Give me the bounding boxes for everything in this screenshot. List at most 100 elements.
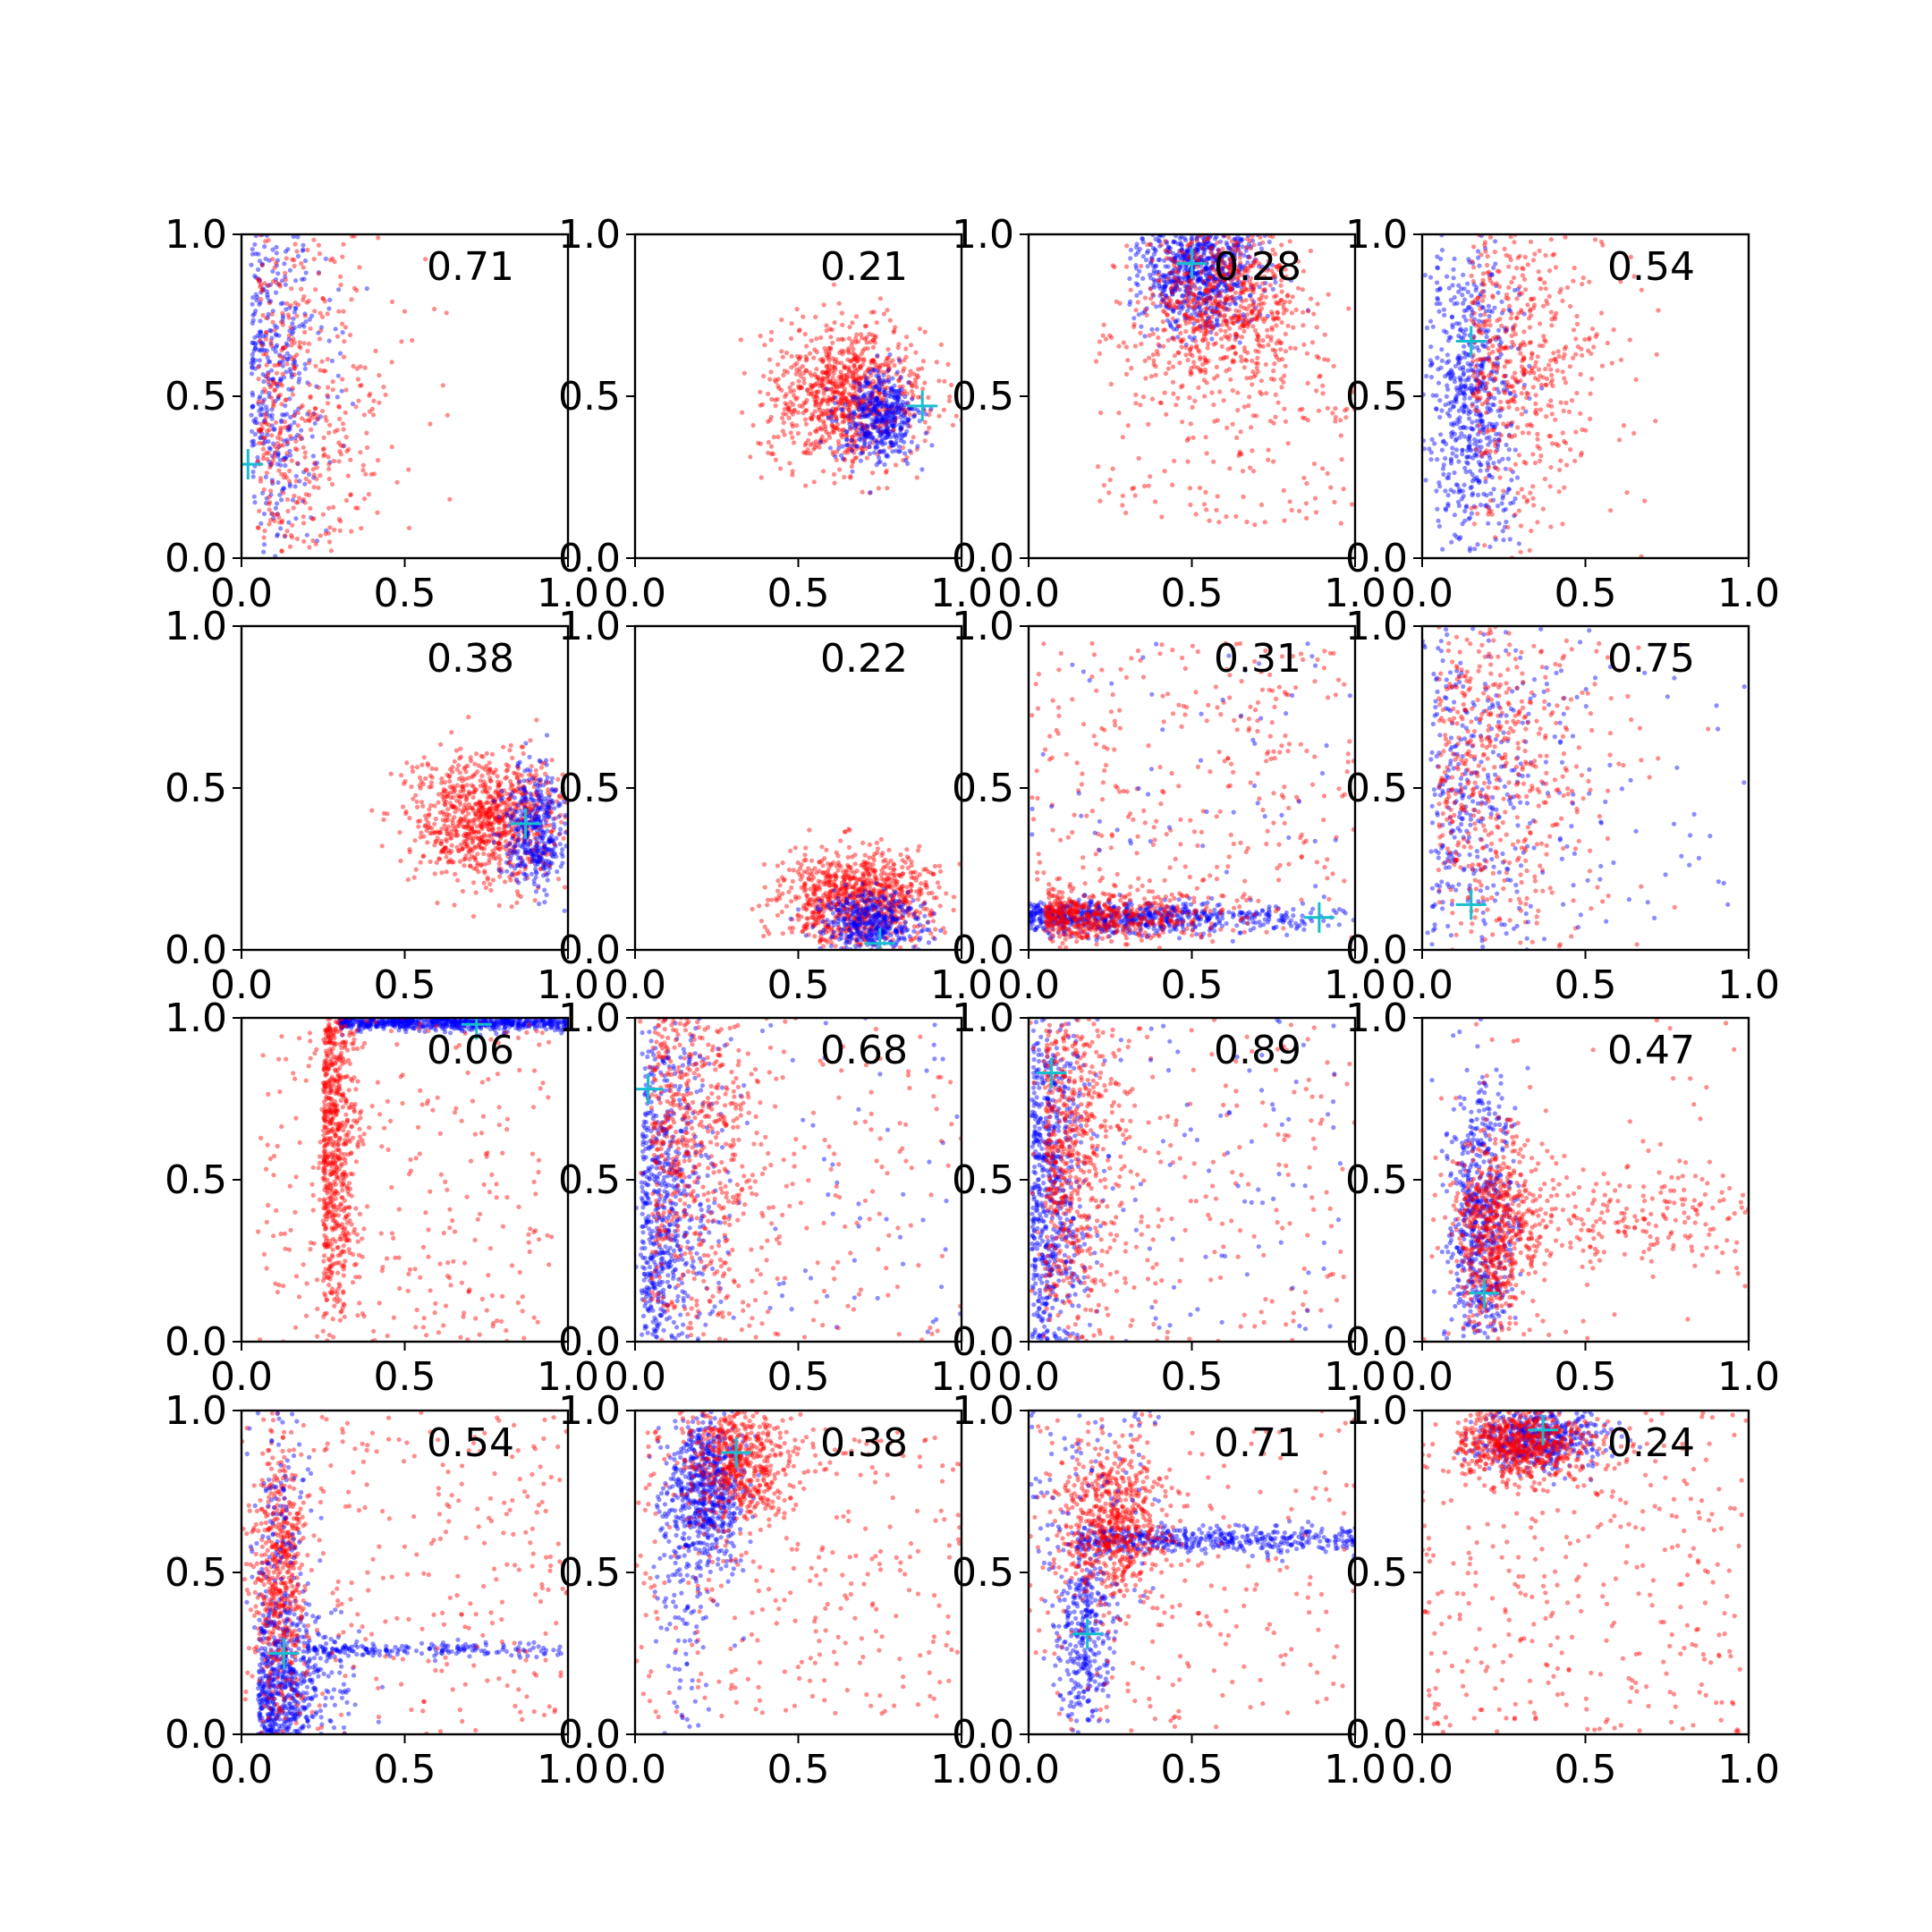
scatter-point xyxy=(1511,500,1516,505)
scatter-point xyxy=(325,357,330,362)
scatter-point xyxy=(1279,385,1284,390)
scatter-point xyxy=(1206,276,1211,282)
scatter-point xyxy=(267,465,273,470)
scatter-point xyxy=(1311,461,1317,467)
scatter-point xyxy=(1578,371,1583,377)
scatter-point xyxy=(839,407,844,412)
scatter-point xyxy=(1241,323,1246,328)
scatter-point xyxy=(270,378,275,384)
scatter-point xyxy=(260,286,266,292)
scatter-point xyxy=(907,406,913,411)
scatter-point xyxy=(884,407,889,412)
scatter-point xyxy=(274,344,279,350)
scatter-point xyxy=(269,343,275,349)
scatter-point xyxy=(288,303,293,309)
scatter-point xyxy=(847,425,853,430)
scatter-point xyxy=(1479,342,1486,347)
scatter-point xyxy=(269,407,275,412)
scatter-point xyxy=(1527,325,1532,330)
scatter-point xyxy=(860,448,865,453)
scatter-point xyxy=(863,399,869,404)
scatter-point xyxy=(1241,404,1247,410)
scatter-point xyxy=(860,422,865,428)
scatter-point xyxy=(1435,254,1440,259)
scatter-point xyxy=(1504,519,1509,525)
scatter-point xyxy=(894,439,899,445)
scatter-point xyxy=(882,441,888,446)
scatter-point xyxy=(275,446,280,452)
scatter-point xyxy=(805,388,810,394)
scatter-point xyxy=(1531,302,1538,308)
scatter-point xyxy=(922,380,928,386)
scatter-point xyxy=(1473,364,1479,369)
scatter-point xyxy=(890,405,895,411)
scatter-point xyxy=(280,316,285,321)
scatter-point xyxy=(1190,304,1195,309)
scatter-point xyxy=(874,373,879,378)
scatter-point xyxy=(912,377,919,382)
scatter-point xyxy=(817,377,822,383)
scatter-point xyxy=(321,446,326,452)
scatter-point xyxy=(1477,422,1482,428)
scatter-point xyxy=(1533,401,1538,406)
scatter-point xyxy=(394,479,400,485)
scatter-point xyxy=(1476,318,1482,324)
scatter-point xyxy=(1163,284,1168,289)
scatter-point xyxy=(320,512,326,517)
scatter-point xyxy=(1182,271,1188,276)
scatter-point xyxy=(813,394,818,399)
scatter-point xyxy=(1445,493,1451,498)
scatter-point xyxy=(870,344,877,350)
scatter-point xyxy=(332,527,337,533)
scatter-point xyxy=(845,450,851,455)
scatter-point xyxy=(1224,271,1230,276)
scatter-point xyxy=(1248,263,1254,268)
scatter-point xyxy=(876,440,881,445)
scatter-point xyxy=(890,449,895,454)
scatter-point xyxy=(1218,279,1224,284)
scatter-point xyxy=(812,445,818,450)
scatter-point xyxy=(282,458,287,463)
scatter-point xyxy=(784,411,789,417)
scatter-point xyxy=(1521,459,1527,465)
scatter-point xyxy=(824,370,829,376)
scatter-point xyxy=(1170,335,1175,341)
scatter-point xyxy=(843,447,850,453)
scatter-point xyxy=(1175,324,1181,329)
scatter-point xyxy=(1208,243,1214,249)
scatter-point xyxy=(898,430,903,436)
scatter-point xyxy=(1453,453,1459,459)
scatter-point xyxy=(335,428,340,433)
scatter-point xyxy=(859,445,864,451)
scatter-point xyxy=(812,397,818,402)
scatter-point xyxy=(261,436,267,441)
scatter-point xyxy=(279,497,284,503)
scatter-point xyxy=(268,377,274,383)
scatter-point xyxy=(1228,345,1233,351)
scatter-point xyxy=(265,375,270,380)
scatter-point xyxy=(1251,299,1257,305)
scatter-point xyxy=(1127,301,1132,307)
scatter-point xyxy=(1191,335,1198,341)
scatter-point xyxy=(1171,308,1176,313)
scatter-point xyxy=(915,408,920,413)
scatter-point xyxy=(1170,379,1176,385)
scatter-point xyxy=(1250,448,1255,453)
scatter-point xyxy=(1224,252,1229,258)
scatter-point xyxy=(276,514,282,521)
scatter-point xyxy=(1214,308,1219,313)
scatter-point xyxy=(1471,521,1477,527)
scatter-point xyxy=(325,393,330,398)
scatter-point xyxy=(1174,318,1181,323)
scatter-point xyxy=(295,302,301,308)
scatter-point xyxy=(865,430,870,436)
scatter-point xyxy=(343,410,348,415)
scatter-point xyxy=(1246,254,1251,259)
scatter-point xyxy=(1224,307,1230,312)
scatter-point xyxy=(1182,314,1188,319)
scatter-point xyxy=(1199,244,1204,250)
scatter-point xyxy=(258,330,264,336)
scatter-point xyxy=(1224,369,1229,374)
scatter-point xyxy=(1516,453,1521,458)
scatter-point xyxy=(860,425,866,430)
